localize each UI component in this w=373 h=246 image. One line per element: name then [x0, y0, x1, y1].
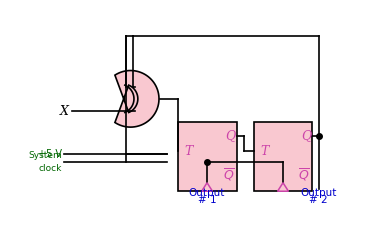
Bar — [178, 122, 236, 191]
Text: X: X — [60, 105, 69, 118]
Polygon shape — [202, 183, 213, 191]
Polygon shape — [115, 71, 159, 127]
Text: # 1: # 1 — [198, 196, 216, 205]
Text: System: System — [28, 151, 62, 160]
Text: clock: clock — [39, 164, 62, 173]
Text: $\overline{Q}$: $\overline{Q}$ — [223, 166, 234, 183]
Text: Q: Q — [226, 129, 236, 142]
Text: T: T — [185, 145, 193, 157]
Text: # 2: # 2 — [309, 196, 328, 205]
Text: Output: Output — [189, 188, 225, 198]
Text: +5 V: +5 V — [38, 149, 62, 159]
Text: Q: Q — [302, 129, 312, 142]
Polygon shape — [278, 183, 288, 191]
Bar — [254, 122, 313, 191]
Text: Output: Output — [301, 188, 337, 198]
Text: T: T — [260, 145, 269, 157]
Text: $\overline{Q}$: $\overline{Q}$ — [298, 166, 310, 183]
